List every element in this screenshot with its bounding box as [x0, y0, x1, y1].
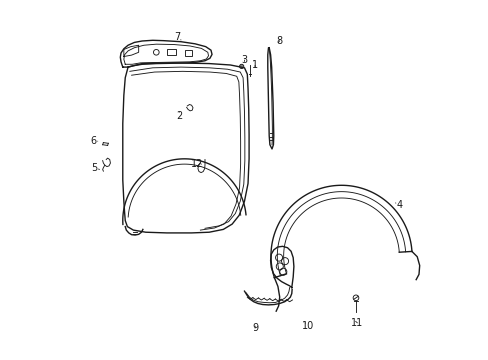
Bar [184, 50, 192, 56]
Text: 6: 6 [90, 136, 96, 146]
Text: 9: 9 [251, 323, 258, 333]
Bar [166, 49, 175, 55]
Text: 3: 3 [241, 55, 247, 65]
Text: 2: 2 [176, 112, 182, 121]
Text: 4: 4 [396, 200, 402, 210]
Text: 5: 5 [91, 163, 98, 173]
Text: 8: 8 [276, 36, 282, 46]
Text: 10: 10 [301, 321, 313, 332]
Text: 11: 11 [350, 318, 363, 328]
Text: 12: 12 [190, 159, 203, 169]
Text: 1: 1 [251, 60, 258, 70]
Text: 7: 7 [174, 32, 180, 42]
Circle shape [239, 64, 244, 68]
